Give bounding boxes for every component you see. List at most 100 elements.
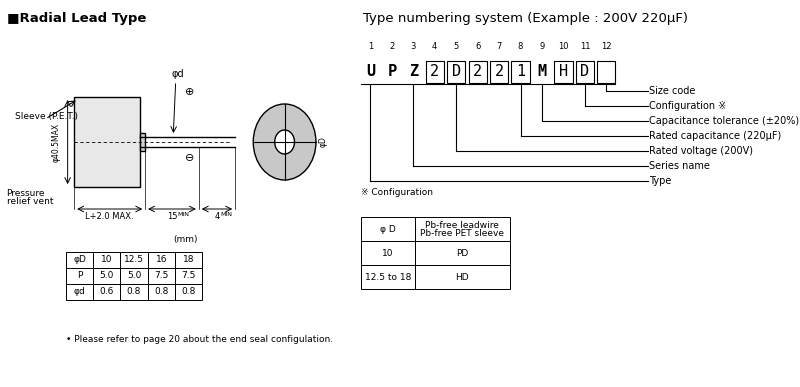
Text: Pressure: Pressure [6,189,45,198]
Text: 10: 10 [382,248,394,257]
Bar [121,284,148,300]
Bar [94,284,121,300]
Text: Type numbering system (Example : 200V 220μF): Type numbering system (Example : 200V 22… [363,12,688,25]
Text: 0.8: 0.8 [127,288,142,296]
Text: 7.5: 7.5 [154,272,169,281]
Text: 5.0: 5.0 [100,272,114,281]
Text: 16: 16 [155,255,167,264]
Bar [175,252,202,268]
Bar [362,265,415,289]
Text: Size code: Size code [650,86,696,96]
Text: H: H [559,65,568,79]
Text: 12: 12 [601,42,611,51]
Bar [148,268,175,284]
Text: 5: 5 [454,42,459,51]
Text: 2: 2 [473,65,482,79]
Text: Z: Z [409,65,418,79]
Text: 2: 2 [430,65,439,79]
Text: φD: φD [73,255,86,264]
Bar [490,61,508,83]
Text: • Please refer to page 20 about the end seal configulation.: • Please refer to page 20 about the end … [66,334,333,344]
Text: 3: 3 [410,42,416,51]
Bar [66,268,94,284]
Text: Sleeve (P.E.T.): Sleeve (P.E.T.) [15,113,78,122]
Text: 1: 1 [368,42,373,51]
Text: 12.5 to 18: 12.5 to 18 [365,272,411,281]
Text: φd: φd [74,288,86,296]
Text: 15: 15 [166,212,178,221]
Text: D: D [452,65,461,79]
Bar [554,61,573,83]
Bar [94,268,121,284]
Text: 6: 6 [475,42,480,51]
Text: Pb-free leadwire: Pb-free leadwire [426,221,499,229]
Bar [148,252,175,268]
Text: φ40.5MAX: φ40.5MAX [51,122,61,161]
Text: 1: 1 [516,65,525,79]
Circle shape [254,104,316,180]
Text: ■Radial Lead Type: ■Radial Lead Type [6,12,146,25]
Bar [362,217,415,241]
Bar [576,61,594,83]
Text: Rated voltage (200V): Rated voltage (200V) [650,146,754,156]
Text: relief vent: relief vent [6,197,53,206]
Text: P: P [387,65,397,79]
Text: ※ Configuration: ※ Configuration [362,188,434,197]
Text: 4: 4 [214,212,219,221]
Bar [66,252,94,268]
Bar [598,61,615,83]
Bar [140,133,145,151]
Text: 2: 2 [494,65,504,79]
Bar [415,241,510,265]
Text: M: M [538,65,546,79]
Bar [469,61,486,83]
Bar [121,252,148,268]
Text: 10: 10 [558,42,569,51]
Text: 7: 7 [496,42,502,51]
Text: 0.8: 0.8 [182,288,196,296]
Text: φd: φd [171,69,184,79]
Text: 4: 4 [432,42,438,51]
Text: Type: Type [650,176,672,186]
Text: P: P [77,272,82,281]
Text: 12.5: 12.5 [124,255,144,264]
Text: Rated capacitance (220μF): Rated capacitance (220μF) [650,131,782,141]
Text: PD: PD [456,248,469,257]
Text: Series name: Series name [650,161,710,171]
Text: 9: 9 [539,42,545,51]
Text: HD: HD [455,272,469,281]
Text: 5.0: 5.0 [127,272,142,281]
Text: Capacitance tolerance (±20%): Capacitance tolerance (±20%) [650,116,799,126]
Bar [148,284,175,300]
Bar [511,61,530,83]
Text: 18: 18 [182,255,194,264]
Text: (mm): (mm) [174,235,198,244]
Text: 8: 8 [518,42,523,51]
Text: φ D: φ D [380,224,396,233]
Text: 11: 11 [580,42,590,51]
Text: φD: φD [318,137,327,147]
Bar [66,284,94,300]
Bar [94,252,121,268]
Bar [74,97,140,187]
Bar [415,265,510,289]
Bar [175,284,202,300]
Text: 7.5: 7.5 [182,272,196,281]
Text: MIN: MIN [177,212,189,217]
Bar [426,61,444,83]
Text: MIN: MIN [220,212,232,217]
Circle shape [274,130,294,154]
Bar [447,61,466,83]
Text: Pb-free PET sleeve: Pb-free PET sleeve [420,228,504,238]
Text: ⊖: ⊖ [185,153,194,163]
Bar [121,268,148,284]
Text: 10: 10 [101,255,113,264]
Bar [362,241,415,265]
Bar [175,268,202,284]
Bar [415,217,510,241]
Text: U: U [366,65,375,79]
Text: ⊕: ⊕ [185,87,194,97]
Text: L+2.0 MAX.: L+2.0 MAX. [86,212,134,221]
Text: 0.8: 0.8 [154,288,169,296]
Text: 0.6: 0.6 [100,288,114,296]
